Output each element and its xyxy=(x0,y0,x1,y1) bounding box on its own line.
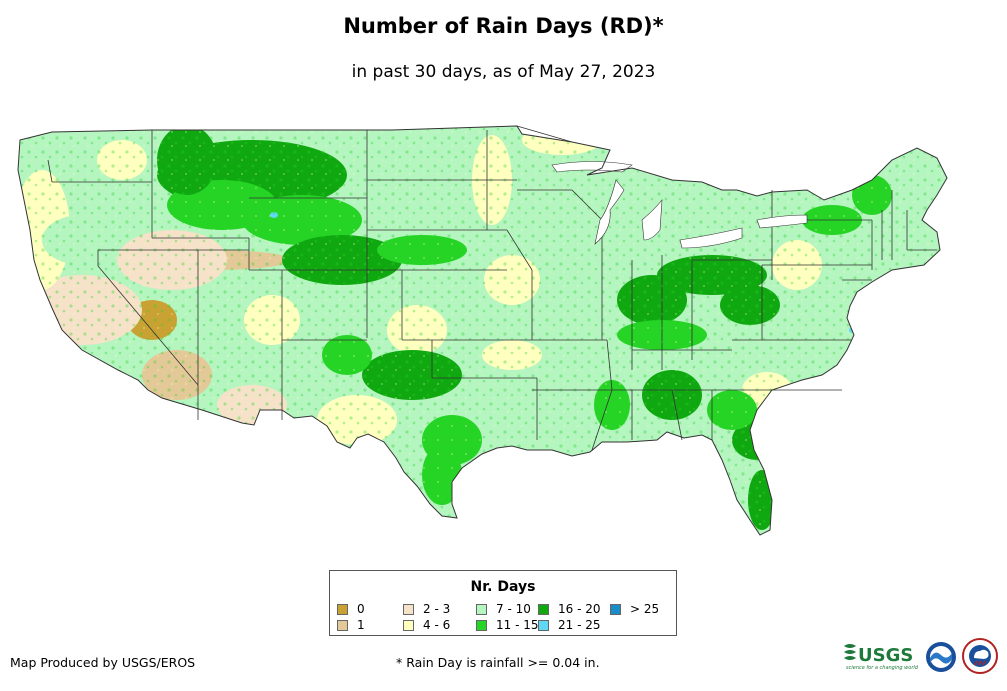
legend-swatch xyxy=(337,603,348,615)
legend-label: 16 - 20 xyxy=(558,602,601,616)
legend-label: > 25 xyxy=(630,602,660,616)
legend-label: 1 xyxy=(357,618,365,632)
credit-text: Map Produced by USGS/EROS xyxy=(10,655,196,670)
legend-item: 1 xyxy=(337,618,365,632)
legend-item: 0 xyxy=(337,602,365,616)
legend-label: 0 xyxy=(357,602,365,616)
legend-item: 21 - 25 xyxy=(538,618,601,632)
us-rain-days-map xyxy=(17,125,948,536)
legend-item: > 25 xyxy=(610,602,659,616)
legend-label: 7 - 10 xyxy=(496,602,531,616)
legend-swatch xyxy=(403,619,414,631)
legend-item: 7 - 10 xyxy=(476,602,531,616)
legend-swatch xyxy=(403,603,414,615)
legend-swatch xyxy=(538,603,549,615)
legend-item: 16 - 20 xyxy=(538,602,601,616)
legend-swatch xyxy=(337,619,348,631)
legend-label: 4 - 6 xyxy=(423,618,451,632)
rain-day-note: * Rain Day is rainfall >= 0.04 in. xyxy=(396,655,600,670)
legend-item: 11 - 15 xyxy=(476,618,539,632)
nws-logo-icon xyxy=(962,638,998,674)
legend: Nr. Days 0 1 2 - 3 4 - 6 7 - 10 11 - 15 16 - 2… xyxy=(329,570,677,636)
legend-title: Nr. Days xyxy=(470,579,536,595)
legend-item: 2 - 3 xyxy=(403,602,450,616)
usgs-tagline: science for a changing world xyxy=(846,665,919,671)
legend-swatch xyxy=(538,619,549,631)
legend-item: 4 - 6 xyxy=(403,618,450,632)
map-title: Number of Rain Days (RD)* xyxy=(343,14,664,38)
legend-label: 11 - 15 xyxy=(496,618,539,632)
usgs-logo-icon: USGS science for a changing world xyxy=(844,644,919,671)
legend-swatch xyxy=(476,619,487,631)
legend-swatch xyxy=(476,603,487,615)
legend-label: 21 - 25 xyxy=(558,618,601,632)
map-subtitle: in past 30 days, as of May 27, 2023 xyxy=(351,62,656,82)
usgs-wordmark: USGS xyxy=(858,645,913,666)
legend-label: 2 - 3 xyxy=(423,602,451,616)
legend-swatch xyxy=(610,603,621,615)
noaa-logo-icon xyxy=(926,642,956,672)
